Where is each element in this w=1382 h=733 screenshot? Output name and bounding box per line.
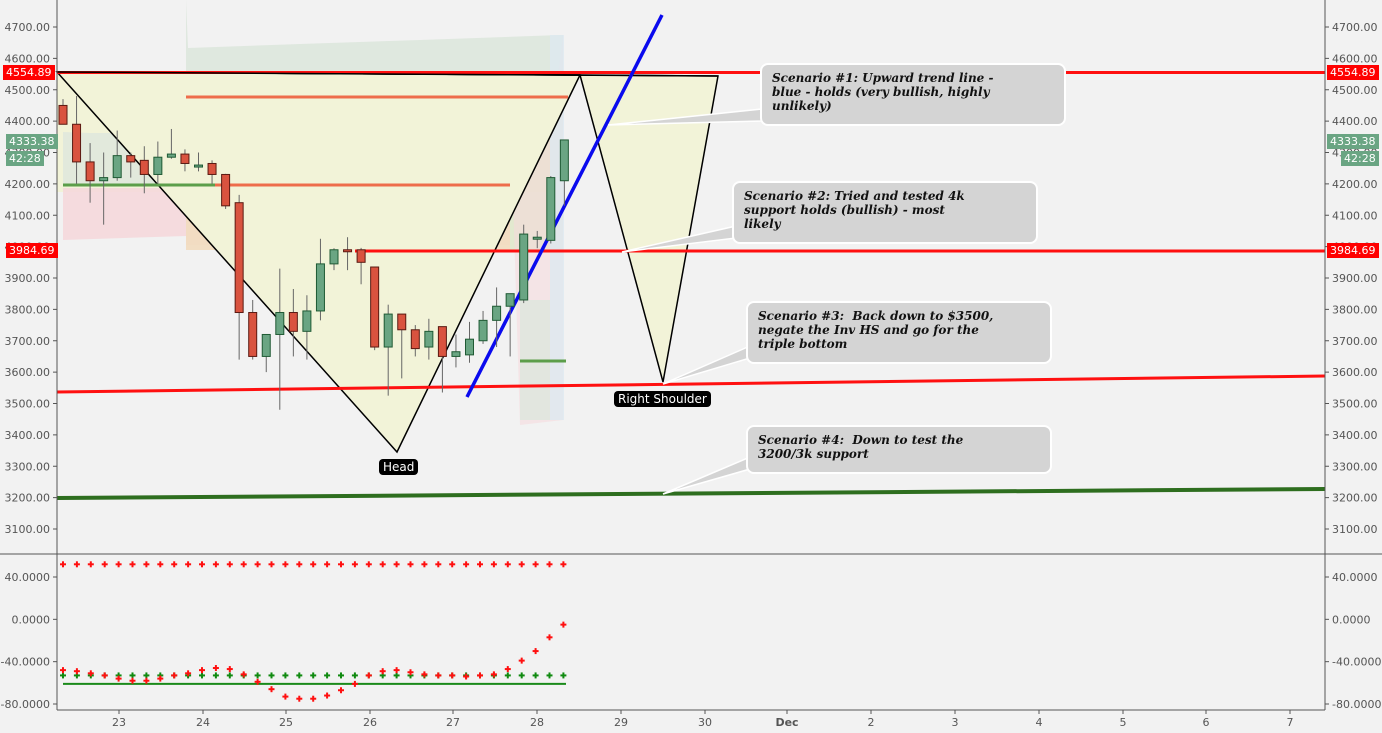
svg-text:7: 7 — [1287, 716, 1294, 729]
svg-text:24: 24 — [196, 716, 210, 729]
svg-text:5: 5 — [1120, 716, 1127, 729]
countdown-label: 42:28 — [6, 151, 44, 166]
svg-text:23: 23 — [112, 716, 126, 729]
svg-text:3800.00: 3800.00 — [1332, 303, 1378, 316]
scenario-4-note[interactable]: Scenario #4: Down to test the 3200/3k su… — [746, 425, 1052, 474]
svg-text:4100.00: 4100.00 — [1332, 209, 1378, 222]
last-price-label: 4333.38 — [6, 134, 58, 149]
svg-text:3700.00: 3700.00 — [1332, 335, 1378, 348]
svg-text:28: 28 — [530, 716, 544, 729]
svg-text:4700.00: 4700.00 — [1332, 21, 1378, 34]
svg-text:4200.00: 4200.00 — [1332, 178, 1378, 191]
price-label-3984-right: 3984.69 — [1327, 243, 1379, 258]
svg-text:3800.00: 3800.00 — [5, 303, 51, 316]
svg-text:0.0000: 0.0000 — [1332, 613, 1371, 626]
svg-text:4200.00: 4200.00 — [5, 178, 51, 191]
price-label-4554-right: 4554.89 — [1327, 65, 1379, 80]
svg-text:29: 29 — [614, 716, 628, 729]
svg-text:3900.00: 3900.00 — [1332, 272, 1378, 285]
countdown-label-right: 42:28 — [1341, 151, 1379, 166]
svg-text:3: 3 — [952, 716, 959, 729]
scenario-2-note[interactable]: Scenario #2: Tried and tested 4k support… — [732, 181, 1038, 244]
svg-text:6: 6 — [1203, 716, 1210, 729]
svg-text:3100.00: 3100.00 — [5, 523, 51, 536]
last-price-label-right: 4333.38 — [1327, 134, 1379, 149]
svg-text:25: 25 — [279, 716, 293, 729]
svg-text:Dec: Dec — [775, 716, 798, 729]
head-label: Head — [379, 459, 419, 475]
svg-text:3400.00: 3400.00 — [1332, 429, 1378, 442]
svg-text:3300.00: 3300.00 — [1332, 460, 1378, 473]
right-shoulder-label: Right Shoulder — [614, 391, 711, 407]
support-resistance-lines — [56, 14, 1326, 500]
svg-text:4500.00: 4500.00 — [5, 84, 51, 97]
svg-text:3500.00: 3500.00 — [1332, 398, 1378, 411]
svg-text:3600.00: 3600.00 — [5, 366, 51, 379]
svg-text:3700.00: 3700.00 — [5, 335, 51, 348]
candlesticks — [58, 96, 569, 410]
svg-text:40.0000: 40.0000 — [5, 571, 51, 584]
svg-text:40.0000: 40.0000 — [1332, 571, 1378, 584]
svg-text:3500.00: 3500.00 — [5, 398, 51, 411]
svg-text:4500.00: 4500.00 — [1332, 84, 1378, 97]
svg-text:-40.0000: -40.0000 — [1332, 656, 1381, 669]
svg-text:4600.00: 4600.00 — [5, 52, 51, 65]
svg-text:3200.00: 3200.00 — [1332, 492, 1378, 505]
price-label-3984: 3984.69 — [6, 243, 58, 258]
svg-text:2: 2 — [868, 716, 875, 729]
scenario-3-note[interactable]: Scenario #3: Back down to $3500, negate … — [746, 301, 1052, 364]
oscillator-pane: 40.0000 40.0000 0.0000 0.0000 -40.0000 -40.00… — [1, 561, 1381, 711]
svg-text:0.0000: 0.0000 — [12, 613, 51, 626]
svg-text:4400.00: 4400.00 — [1332, 115, 1378, 128]
svg-text:26: 26 — [363, 716, 377, 729]
svg-text:3200.00: 3200.00 — [5, 492, 51, 505]
svg-text:3300.00: 3300.00 — [5, 460, 51, 473]
svg-text:3900.00: 3900.00 — [5, 272, 51, 285]
svg-text:30: 30 — [698, 716, 712, 729]
svg-text:4: 4 — [1036, 716, 1043, 729]
svg-text:4100.00: 4100.00 — [5, 209, 51, 222]
svg-text:-40.0000: -40.0000 — [1, 656, 50, 669]
svg-text:-80.0000: -80.0000 — [1, 698, 50, 711]
svg-text:27: 27 — [446, 716, 460, 729]
svg-text:3400.00: 3400.00 — [5, 429, 51, 442]
scenario-1-note[interactable]: Scenario #1: Upward trend line - blue - … — [760, 63, 1066, 126]
svg-text:3600.00: 3600.00 — [1332, 366, 1378, 379]
svg-text:3100.00: 3100.00 — [1332, 523, 1378, 536]
svg-text:4600.00: 4600.00 — [1332, 52, 1378, 65]
svg-text:4400.00: 4400.00 — [5, 115, 51, 128]
svg-text:-80.0000: -80.0000 — [1332, 698, 1381, 711]
svg-text:4700.00: 4700.00 — [5, 21, 51, 34]
price-label-4554: 4554.89 — [3, 65, 55, 80]
